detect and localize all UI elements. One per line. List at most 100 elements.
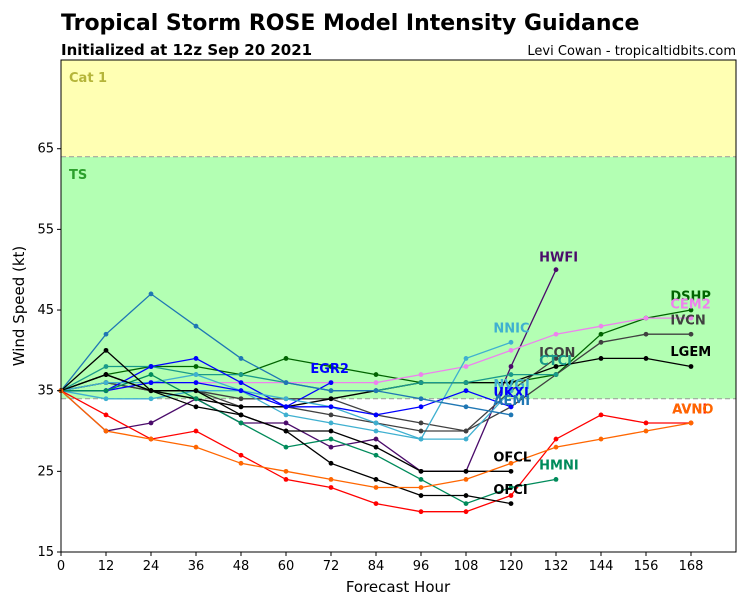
data-point [508,347,514,353]
data-point [418,468,424,474]
data-point [643,428,649,434]
data-point [328,396,334,402]
series-label-nvgi: NVGI [493,378,529,393]
x-tick-label: 84 [368,559,385,574]
series-label-cem2: CEM2 [670,297,710,312]
data-point [688,420,694,426]
series-ofci [58,372,514,474]
x-tick-label: 60 [278,559,295,574]
band-label: TS [69,168,87,183]
series-label-aemi: AEMI [493,394,530,409]
data-point [418,396,424,402]
series-label-egr2: EGR2 [310,362,349,377]
x-tick-label: 36 [188,559,205,574]
data-point [103,372,109,377]
data-point [643,356,649,361]
data-point [328,388,334,394]
data-point [643,331,649,337]
intensity-bands: TS Cat 1 [61,60,736,400]
series-label-avno: AVNO [672,402,713,417]
data-point [418,420,424,426]
data-point [508,380,514,386]
data-point [238,460,244,466]
data-point [508,493,514,498]
data-point [463,380,469,386]
series-avni [58,388,694,515]
data-point [553,444,559,450]
y-tick-label: 55 [37,222,54,237]
x-tick-label: 168 [679,559,704,574]
data-point [148,436,154,442]
data-point [688,331,694,337]
data-point [328,428,334,434]
data-point [238,420,244,426]
x-tick-label: 24 [143,559,160,574]
y-tick-label: 35 [37,384,54,399]
data-point [553,364,559,369]
data-point [508,468,514,474]
series-line [60,269,557,472]
data-point [598,436,604,442]
data-point [373,412,379,418]
data-point [193,356,199,361]
data-point [373,452,379,458]
data-point [328,477,334,482]
data-point [598,339,604,345]
y-tick-label: 25 [37,464,54,479]
data-point [418,404,424,410]
data-point [463,428,469,434]
data-point [193,372,199,377]
data-point [193,428,199,434]
data-point [328,436,334,442]
data-point [643,315,649,321]
data-point [103,380,109,386]
x-tick-label: 72 [323,559,340,574]
data-point [373,428,379,434]
data-point [238,372,244,377]
data-point [508,412,514,418]
x-tick-label: 48 [233,559,250,574]
data-point [148,388,154,394]
data-point [418,436,424,442]
series-label-lgem: LGEM [670,345,711,360]
data-point [328,412,334,418]
data-point [283,356,289,361]
data-point [193,396,199,402]
data-point [193,444,199,450]
data-point [373,372,379,377]
x-tick-label: 144 [589,559,614,574]
data-point [418,477,424,482]
data-point [508,485,514,490]
data-point [238,380,244,386]
data-point [103,412,109,418]
data-point [598,331,604,337]
data-point [553,477,559,482]
x-axis-label: Forecast Hour [346,578,451,596]
data-point [328,485,334,490]
data-point [148,372,154,377]
data-point [418,493,424,498]
data-point [103,331,109,337]
y-axis-label: Wind Speed (kt) [10,246,28,367]
data-point [148,291,154,297]
data-point [373,477,379,482]
data-point [328,460,334,466]
data-point [283,404,289,410]
series-label-ofcl: OFCL [493,451,531,466]
data-point [193,323,199,329]
data-point [508,388,514,394]
series-line [60,357,557,432]
model-series [58,267,694,515]
data-point [328,380,334,386]
data-point [283,420,289,426]
series-label-nnic: NNIC [493,322,529,337]
data-point [508,372,514,377]
data-point [148,420,154,426]
chart-title: Tropical Storm ROSE Model Intensity Guid… [61,11,639,36]
data-point [148,380,154,386]
data-point [553,356,559,361]
data-point [688,364,694,369]
data-point [508,404,514,410]
band-ts [61,156,736,399]
data-point [463,404,469,410]
